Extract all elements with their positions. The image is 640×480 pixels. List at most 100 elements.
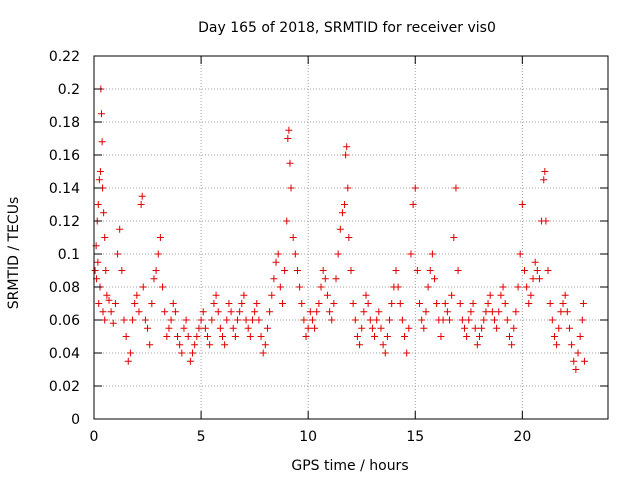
data-point — [176, 341, 184, 349]
data-point — [338, 209, 346, 217]
data-point — [159, 283, 167, 291]
data-point — [469, 300, 477, 307]
data-point — [546, 300, 554, 307]
data-point — [180, 324, 188, 332]
data-point — [311, 324, 319, 332]
data-point — [471, 324, 479, 332]
data-point — [313, 308, 321, 316]
data-point — [557, 308, 565, 316]
data-point — [398, 316, 406, 324]
y-tick-labels: 0 0.02 0.04 0.06 0.08 0.1 0.12 0.14 0.16 0.18 0.2 0… — [49, 49, 80, 428]
data-point — [388, 300, 396, 307]
data-point — [542, 217, 550, 225]
data-point — [505, 333, 513, 340]
data-point — [204, 333, 212, 340]
data-point — [565, 324, 573, 332]
y-tick-label: 0.14 — [49, 181, 80, 197]
data-point — [548, 316, 556, 324]
data-point — [304, 324, 312, 332]
data-point — [300, 316, 308, 324]
y-tick-label: 0.08 — [49, 280, 80, 296]
data-point — [139, 283, 147, 291]
data-point — [98, 138, 106, 146]
data-point — [345, 234, 353, 241]
data-point — [437, 333, 445, 340]
x-axis-label: GPS time / hours — [291, 458, 408, 474]
data-point — [330, 300, 338, 307]
data-point — [174, 333, 182, 340]
data-point — [383, 333, 391, 340]
data-point — [118, 267, 126, 274]
data-point — [195, 324, 203, 332]
data-point — [540, 176, 548, 184]
data-point — [574, 349, 582, 357]
data-point — [403, 349, 411, 357]
data-point — [221, 341, 229, 349]
data-point — [154, 250, 162, 258]
data-point — [268, 291, 276, 299]
data-point — [550, 333, 558, 340]
data-point — [251, 308, 259, 316]
data-point — [424, 283, 432, 291]
data-point — [347, 267, 355, 274]
data-point — [229, 324, 237, 332]
data-point — [420, 324, 428, 332]
data-point — [488, 308, 496, 316]
data-point — [281, 267, 289, 274]
data-point — [349, 300, 357, 307]
data-point — [105, 296, 113, 304]
data-point — [169, 300, 177, 307]
data-point — [563, 308, 571, 316]
data-point — [529, 275, 537, 283]
y-tick-label: 0.04 — [49, 346, 80, 362]
data-point — [336, 225, 344, 233]
x-tick-label: 0 — [90, 429, 99, 445]
data-point — [141, 316, 149, 324]
data-point — [443, 308, 451, 316]
data-point — [156, 234, 164, 241]
data-point — [272, 258, 280, 266]
data-point — [518, 201, 526, 208]
data-point — [439, 316, 447, 324]
y-tick-label: 0.16 — [49, 148, 80, 164]
data-point — [448, 291, 456, 299]
data-point — [461, 324, 469, 332]
data-point — [480, 316, 488, 324]
data-point — [401, 333, 409, 340]
data-point — [129, 316, 137, 324]
data-point — [482, 308, 490, 316]
data-point — [236, 308, 244, 316]
data-point — [298, 300, 306, 307]
data-point — [386, 316, 394, 324]
data-point — [201, 324, 209, 332]
data-point — [553, 341, 561, 349]
data-point — [358, 324, 366, 332]
data-point — [231, 333, 239, 340]
data-point — [576, 333, 584, 340]
data-point — [95, 176, 103, 184]
y-tick-label: 0.2 — [58, 82, 80, 98]
data-point — [371, 333, 379, 340]
x-tick-label: 20 — [513, 429, 531, 445]
data-point — [255, 316, 263, 324]
data-point — [341, 201, 349, 208]
data-point — [138, 192, 146, 200]
data-point — [284, 135, 292, 142]
data-point — [171, 308, 179, 316]
data-point — [572, 366, 580, 373]
data-point — [428, 250, 436, 258]
data-point — [244, 324, 252, 332]
data-point — [580, 357, 588, 365]
data-point — [375, 308, 383, 316]
data-point — [100, 209, 108, 217]
x-tick-label: 5 — [197, 429, 206, 445]
data-point — [426, 267, 434, 274]
data-point — [287, 184, 295, 192]
data-point — [266, 308, 274, 316]
data-point — [377, 324, 385, 332]
data-point — [278, 300, 286, 307]
data-point — [242, 316, 250, 324]
data-point — [356, 341, 364, 349]
data-point — [257, 333, 265, 340]
